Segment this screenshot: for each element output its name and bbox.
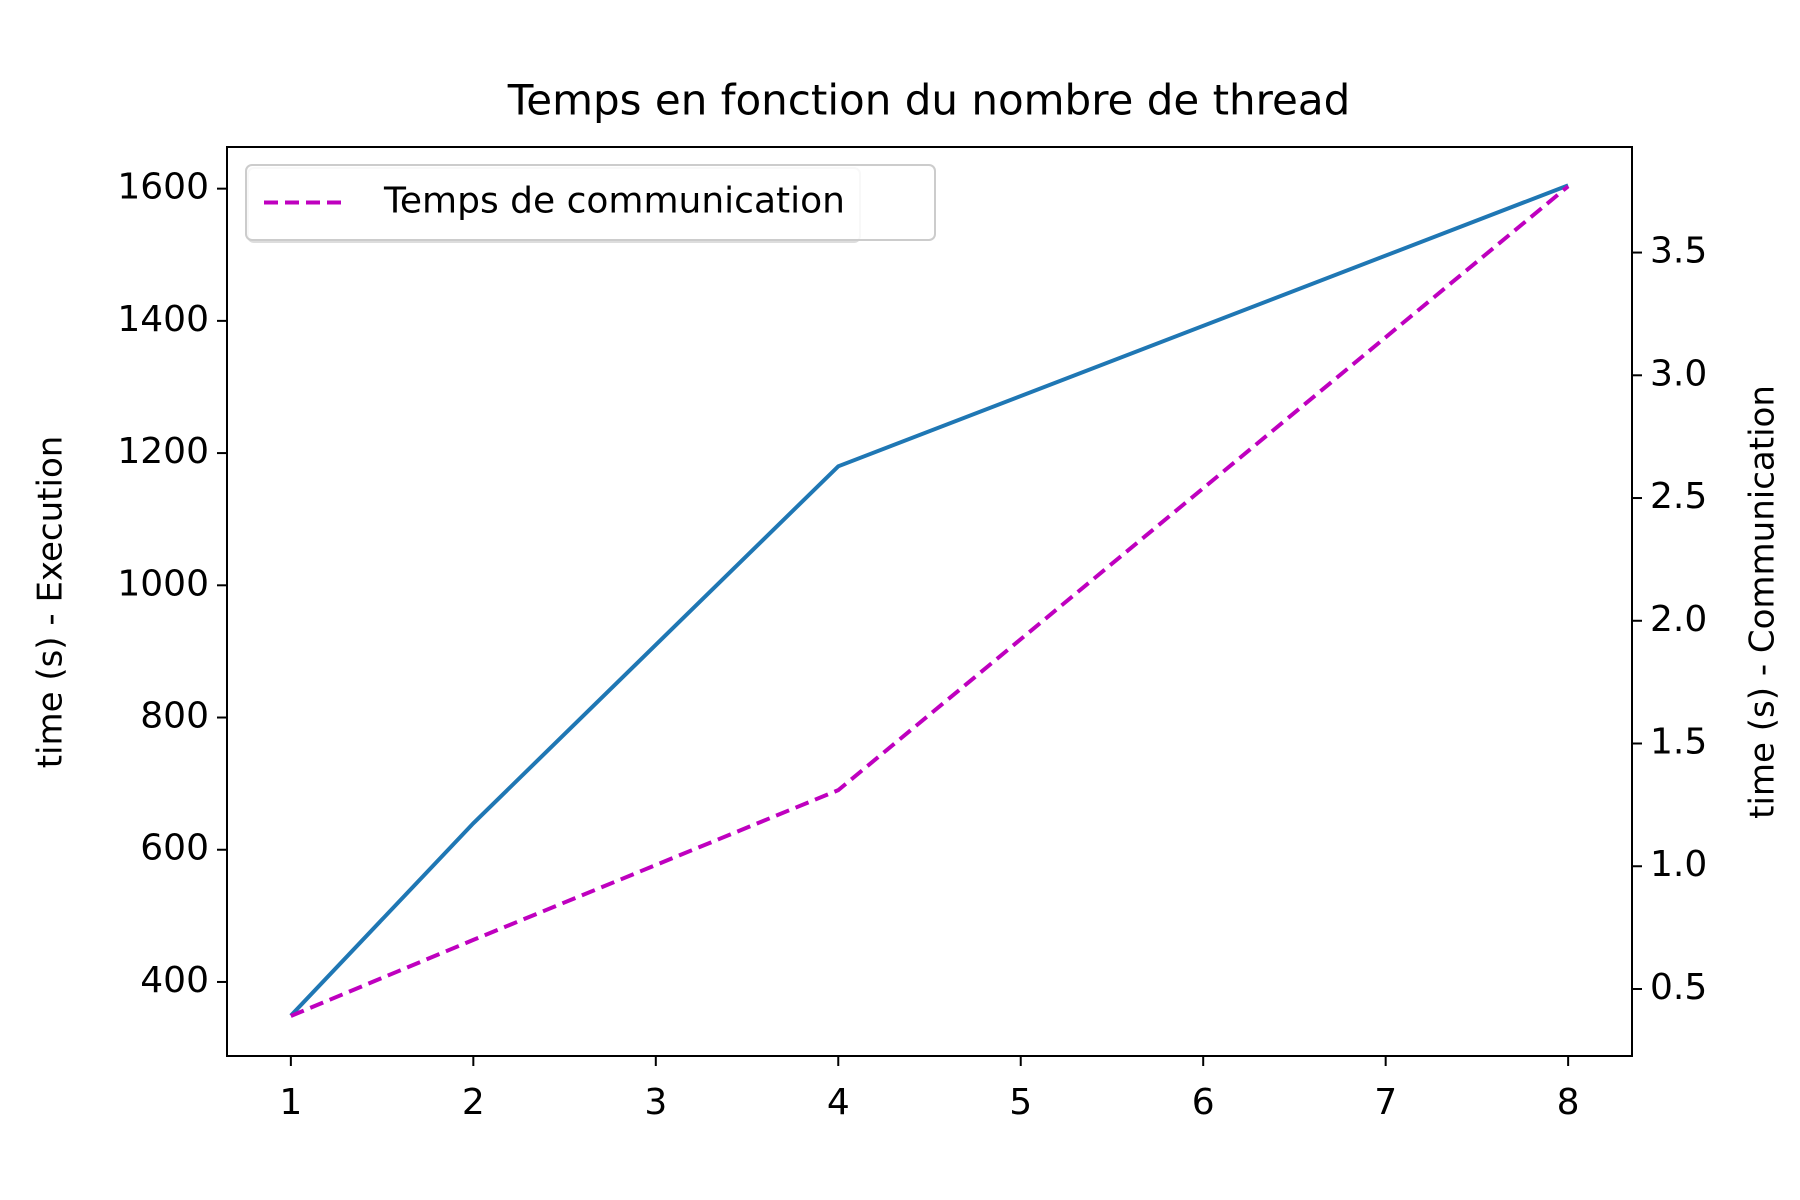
y-tick-label: 600 xyxy=(140,828,209,869)
y-tick-label: 400 xyxy=(140,960,209,1001)
x-tick-label: 6 xyxy=(1192,1082,1215,1123)
y-tick-label: 1600 xyxy=(117,167,209,208)
y2-tick-label: 2.0 xyxy=(1650,599,1707,640)
y2-tick-label: 0.5 xyxy=(1650,967,1707,1008)
y-tick-label: 800 xyxy=(140,696,209,737)
axes-frame xyxy=(226,146,1633,1057)
x-tick-label: 7 xyxy=(1374,1082,1397,1123)
y-tick-label: 1000 xyxy=(117,563,209,604)
x-tick-label: 8 xyxy=(1557,1082,1580,1123)
plot-area xyxy=(289,183,1570,1018)
x-tick-label: 5 xyxy=(1009,1082,1032,1123)
chart-title: Temps en fonction du nombre de thread xyxy=(507,76,1351,125)
x-tick-label: 4 xyxy=(827,1082,850,1123)
y-axis-label: time (s) - Execution xyxy=(31,436,71,769)
y2-tick-label: 1.0 xyxy=(1650,844,1707,885)
y2-tick-label: 2.5 xyxy=(1650,476,1707,517)
series-line xyxy=(289,183,1569,1018)
x-tick-label: 2 xyxy=(462,1082,485,1123)
legend-label: Temps de communication xyxy=(383,181,845,222)
y-tick-label: 1200 xyxy=(117,431,209,472)
y2-tick-label: 3.5 xyxy=(1650,231,1707,272)
y2-tick-label: 1.5 xyxy=(1650,722,1707,763)
x-tick-label: 3 xyxy=(644,1082,667,1123)
y2-axis-label: time (s) - Communication xyxy=(1743,385,1783,819)
y-tick-label: 1400 xyxy=(117,299,209,340)
x-tick-label: 1 xyxy=(279,1082,302,1123)
legend-box xyxy=(245,164,936,241)
y2-tick-label: 3.0 xyxy=(1650,353,1707,394)
